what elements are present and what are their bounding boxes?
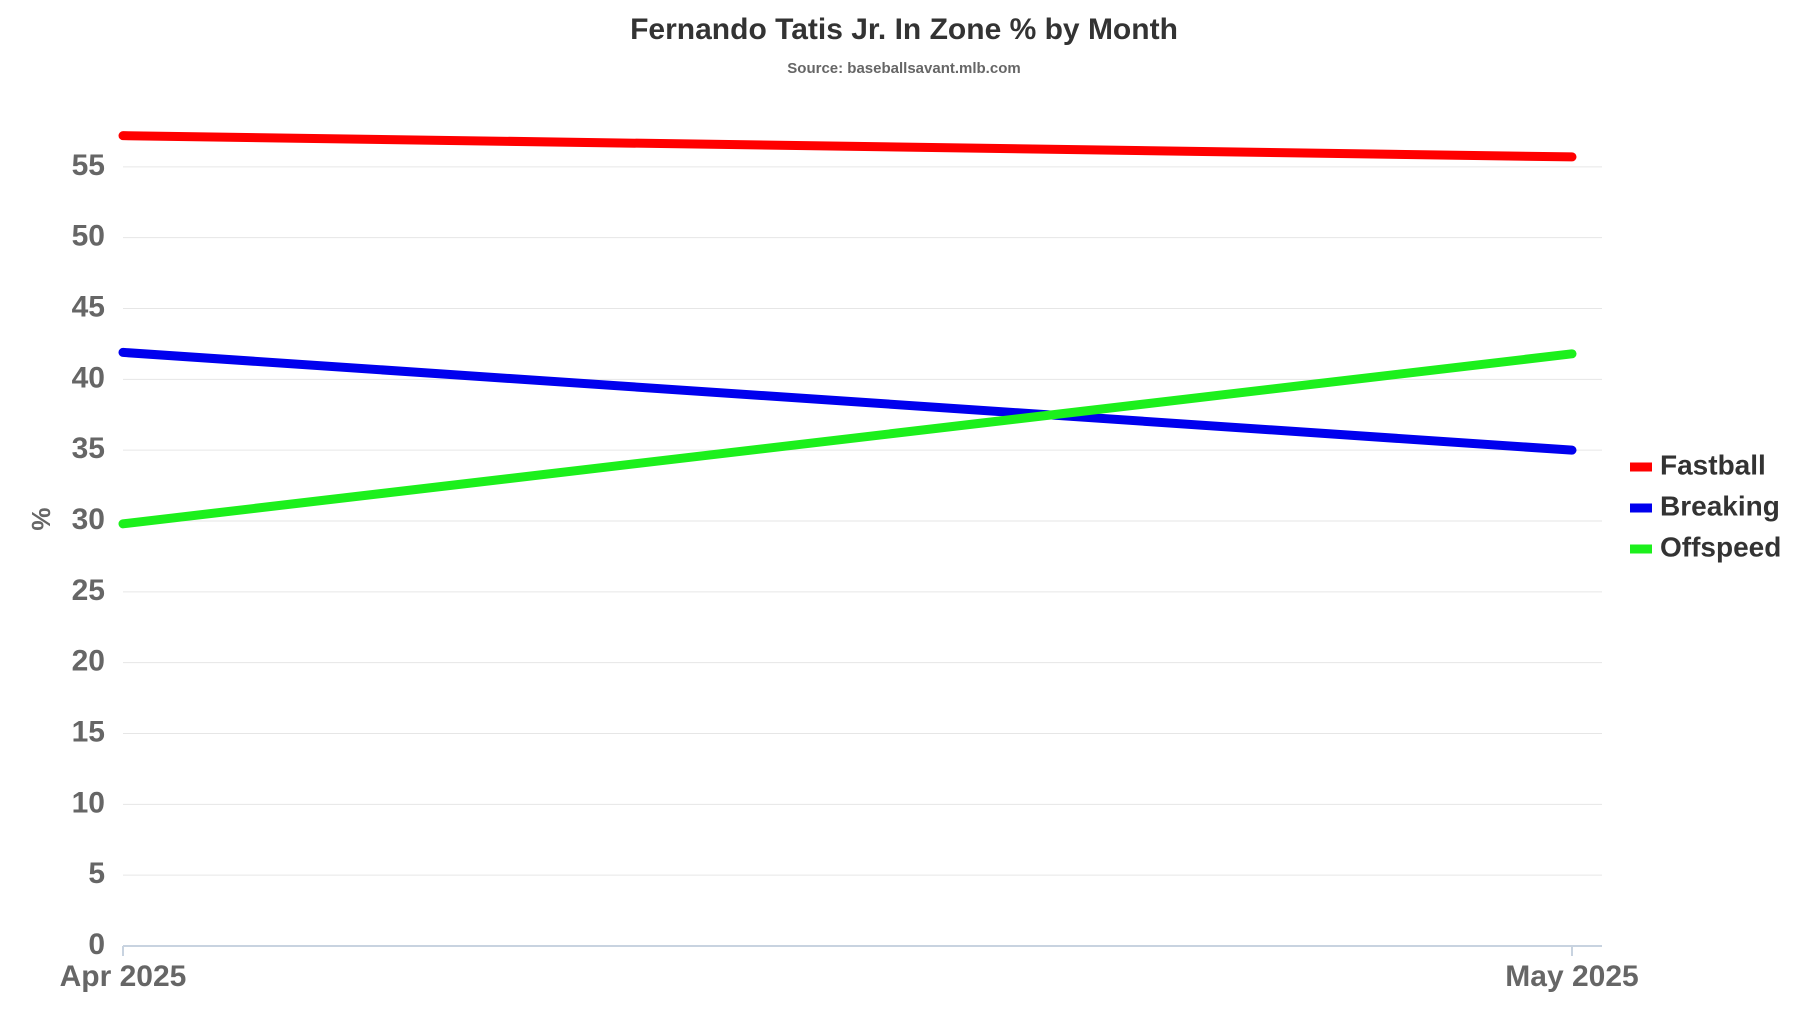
line-series bbox=[118, 349, 1577, 529]
y-tick-label: 30 bbox=[72, 503, 105, 536]
x-tick-label: Apr 2025 bbox=[60, 960, 187, 993]
line-series bbox=[118, 347, 1577, 455]
y-tick-label: 55 bbox=[72, 149, 105, 182]
legend-label: Breaking bbox=[1660, 490, 1780, 521]
x-tick-label: May 2025 bbox=[1505, 960, 1638, 993]
y-tick-label: 25 bbox=[72, 574, 105, 607]
y-tick-label: 45 bbox=[72, 290, 105, 323]
chart-subtitle: Source: baseballsavant.mlb.com bbox=[787, 60, 1020, 77]
chart-title: Fernando Tatis Jr. In Zone % by Month bbox=[630, 13, 1178, 46]
y-tick-label: 20 bbox=[72, 645, 105, 678]
line-series bbox=[118, 131, 1577, 162]
y-tick-label: 15 bbox=[72, 715, 105, 748]
y-tick-label: 5 bbox=[88, 857, 105, 890]
y-tick-label: 35 bbox=[72, 432, 105, 465]
y-tick-label: 10 bbox=[72, 786, 105, 819]
legend-label: Offspeed bbox=[1660, 531, 1781, 562]
y-tick-label: 40 bbox=[72, 361, 105, 394]
legend-label: Fastball bbox=[1660, 449, 1766, 480]
y-axis-label: % bbox=[26, 507, 56, 530]
y-tick-label: 50 bbox=[72, 220, 105, 253]
y-tick-label: 0 bbox=[88, 928, 105, 961]
